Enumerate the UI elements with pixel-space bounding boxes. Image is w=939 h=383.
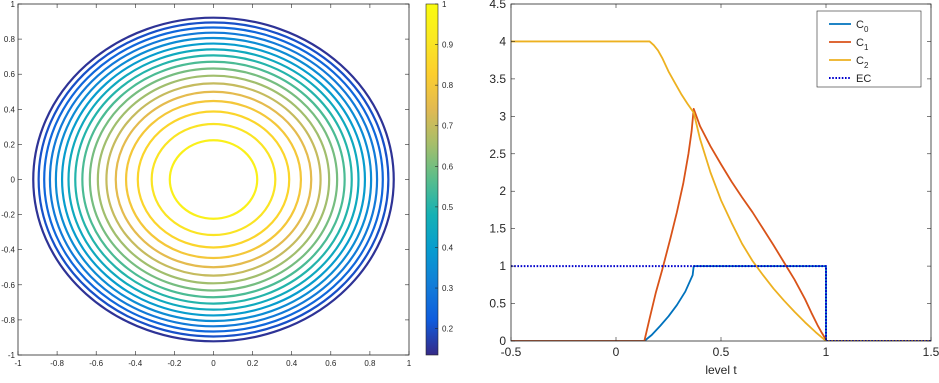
contour-line xyxy=(150,122,277,237)
colorbar-tick-label: 0.7 xyxy=(442,122,454,131)
legend-label: EC xyxy=(856,73,871,85)
contour-line xyxy=(67,48,360,311)
x-tick-label: 1 xyxy=(407,359,412,368)
contour-line xyxy=(43,26,384,333)
y-tick-label: 1.5 xyxy=(489,222,506,236)
legend-label-subscript: 0 xyxy=(864,25,869,34)
contour-line xyxy=(96,74,331,285)
y-tick-label: -0.2 xyxy=(1,211,15,220)
y-tick-label: 3.5 xyxy=(489,72,506,86)
x-tick-label: 0.2 xyxy=(247,359,259,368)
contour-line xyxy=(37,21,390,338)
line-x-ticks: -0.5 0 0.5 1 1.5 xyxy=(501,4,939,359)
x-tick-label: -0.5 xyxy=(501,345,522,359)
contour-line xyxy=(54,36,373,323)
contour-line xyxy=(136,110,291,249)
colorbar-tick-label: 1 xyxy=(442,0,447,9)
colorbar-tick-label: 0.2 xyxy=(442,325,454,334)
x-tick-label: 0 xyxy=(613,345,620,359)
x-tick-label: 0.8 xyxy=(364,359,376,368)
x-tick-label: -0.2 xyxy=(168,359,182,368)
y-tick-label: 0.5 xyxy=(489,297,506,311)
x-tick-label: 0.5 xyxy=(713,345,730,359)
y-tick-label: 0.2 xyxy=(4,140,16,149)
legend-label-subscript: 1 xyxy=(864,43,869,52)
y-tick-label: 0.4 xyxy=(4,105,16,114)
colorbar-tick-label: 0.5 xyxy=(442,203,454,212)
contour-line xyxy=(48,31,379,328)
x-tick-label: -1 xyxy=(14,359,22,368)
contour-plot: -1 -0.8 -0.6 -0.4 -0.2 0 0.2 0.4 0.6 0.8 1 -1-0.8-… xyxy=(1,0,412,368)
line-series xyxy=(511,40,931,341)
x-tick-label: 0.4 xyxy=(286,359,298,368)
colorbar: 0.2 0.3 0.4 0.5 0.6 0.7 0.8 0.9 1 xyxy=(425,0,454,356)
series-line-c1 xyxy=(511,107,931,341)
x-tick-label: 1.5 xyxy=(923,345,939,359)
contour-line xyxy=(88,67,339,292)
x-tick-label: 1 xyxy=(823,345,830,359)
y-tick-label: -0.4 xyxy=(1,246,15,255)
contour-line xyxy=(168,139,259,220)
x-tick-label: -0.4 xyxy=(128,359,142,368)
y-tick-label: 2 xyxy=(499,184,506,198)
y-tick-label: 3 xyxy=(499,109,506,123)
contour-line xyxy=(114,90,313,269)
x-axis-label: level t xyxy=(705,363,737,377)
y-tick-label: 0.8 xyxy=(4,35,16,44)
contour-line xyxy=(74,54,353,305)
y-tick-label: 0.6 xyxy=(4,70,16,79)
contour-line xyxy=(124,99,303,260)
x-tick-label: -0.8 xyxy=(50,359,64,368)
colorbar-ticks: 0.2 0.3 0.4 0.5 0.6 0.7 0.8 0.9 1 xyxy=(435,0,454,334)
y-tick-label: 1 xyxy=(499,259,506,273)
y-tick-label: -0.6 xyxy=(1,281,15,290)
y-tick-label: -1 xyxy=(8,351,16,360)
contour-x-ticks: -1 -0.8 -0.6 -0.4 -0.2 0 0.2 0.4 0.6 0.8 1 xyxy=(14,4,412,368)
y-tick-label: 2.5 xyxy=(489,147,506,161)
line-y-ticks: 0 0.5 1 1.5 2 2.5 3 3.5 4 4.5 xyxy=(489,0,931,348)
line-plot: -0.5 0 0.5 1 1.5 00.511.522.533.544.5 level … xyxy=(489,0,939,377)
contour-line xyxy=(81,60,346,299)
series-line-ec xyxy=(511,265,931,341)
contour-line xyxy=(105,82,322,277)
y-tick-label: 1 xyxy=(11,0,16,9)
colorbar-tick-label: 0.8 xyxy=(442,81,454,90)
contour-lines xyxy=(32,16,395,343)
contour-line xyxy=(60,42,367,317)
y-tick-label: 4 xyxy=(499,34,506,48)
colorbar-tick-label: 0.3 xyxy=(442,284,454,293)
y-tick-label: -0.8 xyxy=(1,316,15,325)
series-line-c2 xyxy=(511,40,931,341)
y-tick-label: 4.5 xyxy=(489,0,506,11)
x-tick-label: -0.6 xyxy=(89,359,103,368)
colorbar-tick-label: 0.6 xyxy=(442,162,454,171)
colorbar-tick-label: 0.9 xyxy=(442,41,454,50)
y-tick-label: 0 xyxy=(499,334,506,348)
x-tick-label: 0 xyxy=(211,359,216,368)
legend-label-subscript: 2 xyxy=(864,61,869,70)
x-tick-label: 0.6 xyxy=(325,359,337,368)
y-tick-label: 0 xyxy=(11,176,16,185)
contour-y-ticks: -1 -0.8 -0.6 -0.4 -0.2 0 0.2 0.4 0.6 0.8 1 xyxy=(1,0,409,360)
contour-line xyxy=(32,16,395,343)
colorbar-tick-label: 0.4 xyxy=(442,243,454,252)
colorbar-gradient xyxy=(425,3,439,356)
